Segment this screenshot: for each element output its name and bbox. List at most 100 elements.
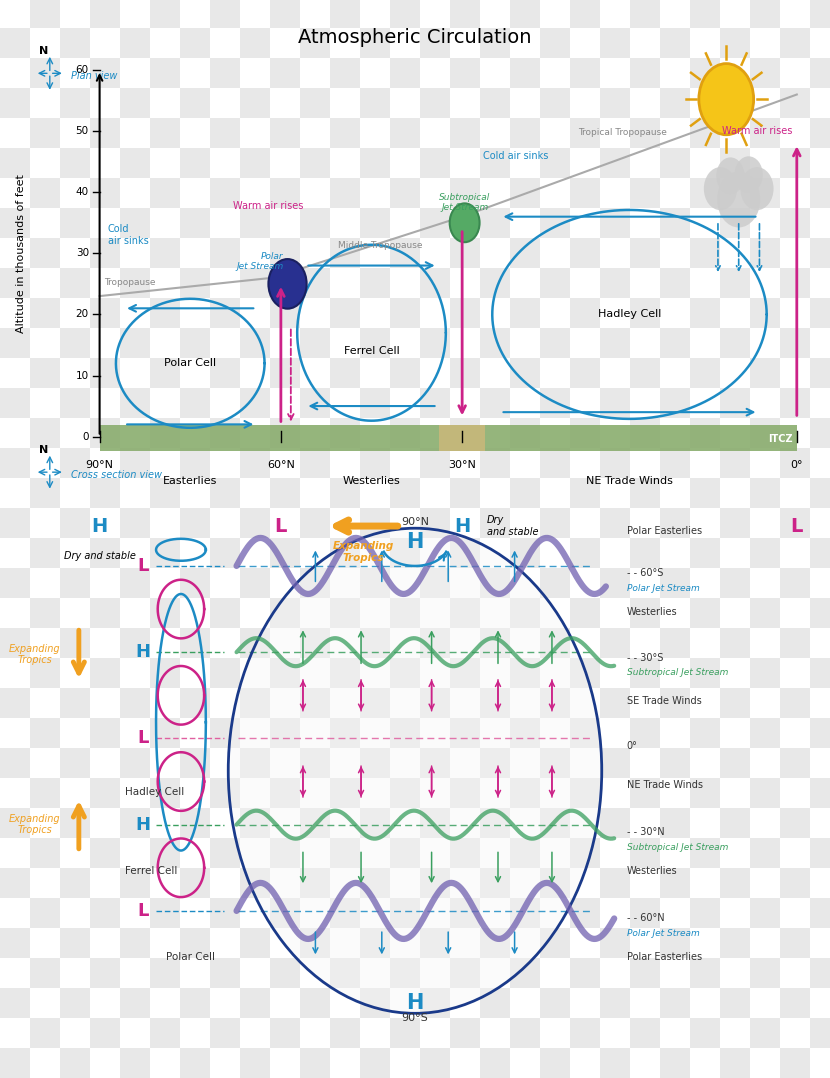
Bar	[0, 178, 30, 208]
Bar	[240, 208, 270, 238]
Bar	[330, 808, 360, 838]
Bar	[330, 688, 360, 718]
Text: Expanding
Tropics: Expanding Tropics	[333, 541, 393, 563]
Bar	[330, 298, 360, 328]
Bar	[150, 448, 180, 478]
Bar	[810, 508, 830, 538]
Bar	[120, 28, 150, 58]
Bar	[480, 238, 510, 268]
Bar	[660, 1048, 690, 1078]
Bar	[240, 658, 270, 688]
Bar	[180, 28, 210, 58]
Bar	[270, 688, 300, 718]
Bar	[600, 238, 630, 268]
Bar	[300, 989, 330, 1018]
Bar	[630, 508, 660, 538]
Bar	[30, 658, 60, 688]
Bar	[570, 298, 600, 328]
Text: - - 30°N: - - 30°N	[627, 827, 664, 838]
Bar	[600, 418, 630, 448]
Bar	[420, 598, 450, 628]
Bar	[360, 958, 390, 989]
Bar	[360, 28, 390, 58]
Bar	[720, 898, 750, 928]
Bar	[360, 388, 390, 418]
Bar	[750, 898, 780, 928]
Bar	[210, 928, 240, 958]
Bar	[630, 0, 660, 28]
Bar	[600, 298, 630, 328]
Bar	[450, 118, 480, 148]
Bar	[210, 808, 240, 838]
Bar	[510, 388, 540, 418]
Bar	[600, 598, 630, 628]
Bar	[660, 628, 690, 658]
Bar	[0, 148, 30, 178]
Bar	[660, 688, 690, 718]
Bar	[450, 388, 480, 418]
Bar	[30, 0, 60, 28]
Bar	[420, 118, 450, 148]
Bar	[150, 808, 180, 838]
Bar	[810, 478, 830, 508]
Bar	[690, 898, 720, 928]
Bar	[330, 478, 360, 508]
Bar	[600, 328, 630, 358]
Bar	[30, 328, 60, 358]
Bar	[570, 778, 600, 808]
Bar	[270, 808, 300, 838]
Bar	[60, 298, 90, 328]
Bar	[630, 1018, 660, 1048]
Bar	[270, 58, 300, 88]
Bar	[300, 718, 330, 748]
Bar	[270, 1048, 300, 1078]
Bar	[150, 778, 180, 808]
Bar	[390, 268, 420, 298]
Bar	[690, 688, 720, 718]
Bar	[390, 118, 420, 148]
Bar	[540, 989, 570, 1018]
Bar	[780, 1048, 810, 1078]
Bar	[390, 1018, 420, 1048]
Bar	[810, 568, 830, 598]
Bar	[540, 118, 570, 148]
Bar	[150, 1018, 180, 1048]
Bar	[270, 778, 300, 808]
Bar	[210, 448, 240, 478]
Bar	[630, 958, 660, 989]
Bar	[480, 448, 510, 478]
Bar	[0, 688, 30, 718]
Bar	[690, 868, 720, 898]
Bar	[120, 778, 150, 808]
Bar	[540, 148, 570, 178]
Bar	[240, 718, 270, 748]
Bar	[120, 688, 150, 718]
Bar	[420, 238, 450, 268]
Bar	[150, 388, 180, 418]
Bar	[150, 478, 180, 508]
Bar	[690, 88, 720, 118]
Bar	[30, 568, 60, 598]
Bar	[90, 208, 120, 238]
Bar	[690, 1018, 720, 1048]
Bar	[240, 178, 270, 208]
Bar	[480, 748, 510, 778]
Bar	[810, 58, 830, 88]
Text: Ferrel Cell: Ferrel Cell	[344, 346, 399, 356]
Bar	[180, 178, 210, 208]
Bar	[810, 658, 830, 688]
Bar	[60, 448, 90, 478]
Bar	[780, 898, 810, 928]
Bar	[690, 928, 720, 958]
Bar	[150, 658, 180, 688]
Bar	[270, 508, 300, 538]
Bar	[750, 298, 780, 328]
Bar	[450, 268, 480, 298]
Bar	[240, 628, 270, 658]
Bar	[690, 568, 720, 598]
Bar	[210, 178, 240, 208]
Bar	[750, 208, 780, 238]
Bar	[60, 238, 90, 268]
Bar	[720, 568, 750, 598]
Bar	[360, 718, 390, 748]
